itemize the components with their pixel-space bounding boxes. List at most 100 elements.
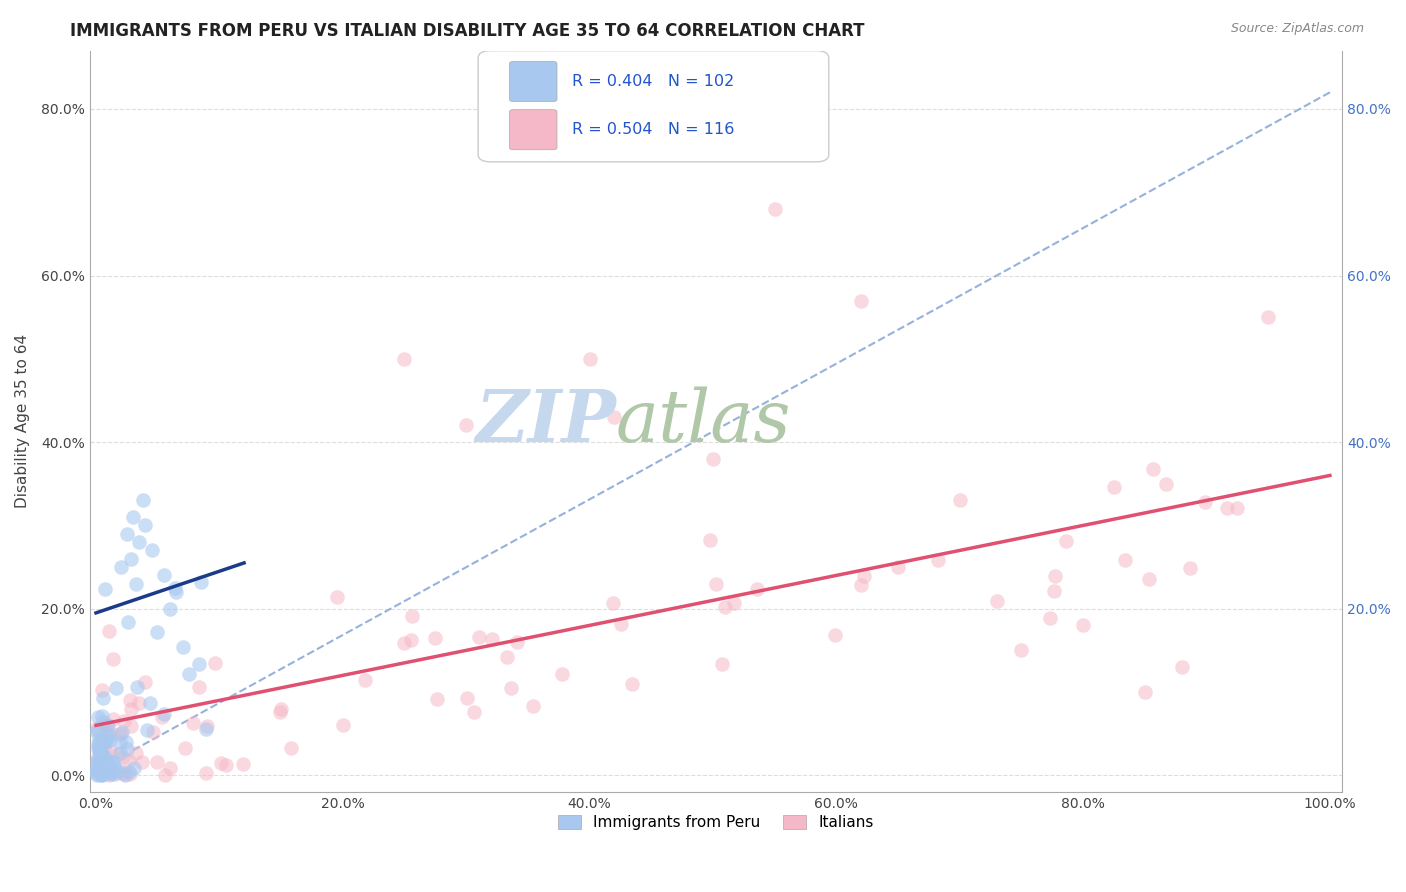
Point (499, 681, 522, 695)
Point (112, 714, 135, 729)
Point (181, 716, 204, 731)
Point (93, 764, 115, 779)
Point (394, 636, 416, 650)
Point (94, 755, 117, 769)
Point (1257, 310, 1279, 325)
Point (120, 702, 142, 716)
Point (204, 656, 226, 670)
Point (97, 760, 120, 774)
Point (101, 756, 124, 770)
Point (824, 627, 846, 641)
Point (1071, 618, 1094, 632)
Point (91, 732, 114, 747)
Point (1154, 477, 1177, 491)
Point (426, 692, 449, 706)
Point (98, 728, 121, 742)
Point (96, 763, 118, 777)
Point (93, 748, 115, 763)
Point (332, 718, 354, 732)
Point (94, 735, 117, 749)
Point (97, 763, 120, 777)
Point (142, 724, 165, 739)
Point (456, 690, 478, 705)
FancyBboxPatch shape (509, 62, 557, 102)
Point (134, 518, 156, 533)
Point (188, 657, 211, 671)
Point (96, 719, 118, 733)
Point (87, 742, 110, 756)
Point (91, 759, 114, 773)
Point (86, 723, 108, 737)
Point (602, 596, 624, 610)
Point (125, 681, 148, 695)
Point (93, 757, 115, 772)
Point (91, 765, 114, 780)
Point (849, 293, 872, 308)
Point (723, 596, 745, 610)
Point (111, 765, 134, 780)
Point (1043, 569, 1066, 583)
Point (91, 691, 114, 706)
Point (550, 667, 572, 681)
Point (621, 676, 644, 690)
Point (1114, 553, 1136, 567)
Point (394, 351, 416, 366)
Point (100, 767, 122, 781)
Point (84, 764, 107, 779)
Point (91, 736, 114, 750)
Point (84, 762, 107, 776)
Point (1039, 611, 1062, 625)
Point (91, 683, 114, 698)
Point (1043, 583, 1066, 598)
Text: IMMIGRANTS FROM PERU VS ITALIAN DISABILITY AGE 35 TO 64 CORRELATION CHART: IMMIGRANTS FROM PERU VS ITALIAN DISABILI… (70, 22, 865, 40)
Point (120, 719, 142, 733)
Point (711, 657, 734, 671)
Point (849, 578, 872, 592)
Text: R = 0.404   N = 102: R = 0.404 N = 102 (572, 74, 734, 89)
Point (89, 752, 111, 766)
Point (114, 767, 136, 781)
Point (165, 585, 187, 599)
Point (125, 746, 148, 760)
Point (104, 761, 127, 775)
Point (98, 733, 121, 747)
Point (97, 624, 120, 638)
Point (87, 752, 110, 766)
Point (91, 767, 114, 781)
Point (86, 756, 108, 770)
Point (87, 710, 110, 724)
Point (1178, 561, 1201, 575)
Point (1102, 480, 1125, 494)
Point (146, 625, 169, 640)
Point (91, 749, 114, 764)
Point (89, 756, 111, 771)
Point (578, 351, 600, 366)
Point (456, 418, 478, 433)
Point (90, 759, 112, 773)
Point (159, 761, 181, 775)
Point (90, 764, 112, 778)
Point (699, 533, 721, 547)
Point (86, 724, 108, 739)
Point (195, 766, 218, 780)
Point (159, 601, 181, 615)
Point (87, 741, 110, 756)
Point (124, 576, 146, 591)
Point (118, 764, 141, 779)
Point (179, 666, 201, 681)
Point (110, 560, 132, 574)
Legend: Immigrants from Peru, Italians: Immigrants from Peru, Italians (553, 809, 880, 836)
Point (468, 630, 491, 644)
Point (94, 734, 117, 748)
Point (197, 718, 219, 732)
Point (423, 632, 446, 646)
Point (91, 709, 114, 723)
Point (141, 543, 163, 558)
Point (96, 730, 118, 744)
Point (86, 752, 108, 766)
Point (87, 765, 110, 780)
Point (927, 553, 949, 567)
Point (107, 727, 129, 741)
Point (1054, 533, 1077, 548)
Text: R = 0.504   N = 116: R = 0.504 N = 116 (572, 122, 734, 137)
